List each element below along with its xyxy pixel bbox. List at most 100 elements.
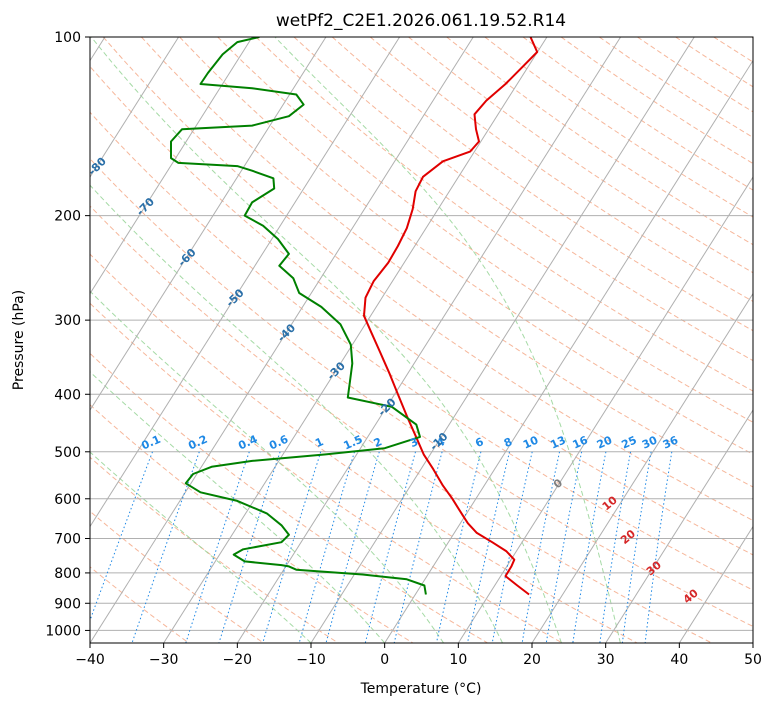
mixing-ratio-label: 25 <box>620 434 639 452</box>
x-tick-label: −40 <box>75 652 105 668</box>
x-tick-label: 20 <box>523 652 541 668</box>
dewpoint-line <box>170 37 427 595</box>
moist-adiabat-line <box>90 184 503 643</box>
mixing-ratio-line <box>131 451 200 643</box>
y-tick-label: 700 <box>54 532 81 548</box>
mixing-ratio-line <box>393 451 443 643</box>
dry-adiabat-line <box>90 352 489 643</box>
mixing-ratio-line <box>298 451 355 643</box>
mixing-ratio-line <box>644 451 673 643</box>
x-axis: −40 −30 −20 −10 0 10 20 30 40 50 <box>75 643 762 668</box>
x-tick-label: −10 <box>296 652 326 668</box>
y-tick-label: 300 <box>54 313 81 329</box>
mixing-ratio-label: 0.1 <box>139 433 162 453</box>
moist-adiabat-line <box>90 37 562 643</box>
y-tick-label: 800 <box>54 566 81 582</box>
isotherm-label: -40 <box>275 321 298 344</box>
y-tick-label: 200 <box>54 209 81 225</box>
y-tick-label: 1000 <box>45 623 81 639</box>
dry-adiabat-line <box>217 37 753 423</box>
moist-adiabat-line <box>274 37 621 643</box>
mixing-ratio-label: 36 <box>661 433 681 451</box>
isotherm-line <box>90 37 327 411</box>
isotherm-label: -20 <box>375 395 398 418</box>
mixing-ratio-label: 20 <box>595 433 615 451</box>
isotherm-label: -60 <box>175 246 198 269</box>
dry-adiabat-line <box>90 253 639 643</box>
dry-adiabat-line <box>90 158 753 627</box>
moist-adiabats <box>90 37 621 643</box>
mixing-ratio-label: 13 <box>548 434 567 452</box>
dry-adiabat-line <box>751 37 753 39</box>
temperature-line <box>363 37 539 596</box>
mixing-ratio-line <box>364 451 416 643</box>
dry-adiabat-line <box>90 456 340 643</box>
isotherm-label: -100 <box>0 59 23 88</box>
pressure-gridlines <box>90 37 753 631</box>
mixing-ratio-line <box>491 451 533 643</box>
dry-adiabat-line <box>255 37 753 392</box>
moist-adiabat-line <box>90 290 445 643</box>
dry-adiabat-line <box>90 566 190 643</box>
isotherm-line <box>90 37 401 528</box>
plot-area: 0.1 0.2 0.4 0.6 1 1.5 2 3 4 6 8 10 13 16 20 25 30 36-100-… <box>0 37 753 643</box>
mixing-ratio-label: 0.4 <box>236 433 259 453</box>
mixing-ratio-label: 1.5 <box>342 433 365 453</box>
dry-adiabats <box>90 37 753 643</box>
isotherm-line <box>605 409 753 643</box>
mixing-ratio-label: 10 <box>521 433 541 451</box>
dry-adiabat-line <box>408 37 753 274</box>
mixing-ratio-label: 0.6 <box>267 433 290 453</box>
y-axis: 100 200 300 400 500 600 700 800 900 1000 <box>45 30 90 639</box>
y-tick-label: 500 <box>54 445 81 461</box>
y-tick-label: 900 <box>54 596 81 612</box>
mixing-ratio-label: 16 <box>571 433 591 451</box>
y-tick-label: 600 <box>54 492 81 508</box>
dry-adiabat-line <box>369 37 753 303</box>
isotherm-line <box>752 642 753 643</box>
mixing-ratio-label: 30 <box>640 433 660 451</box>
isotherms <box>90 37 753 643</box>
adiabat-label: 0 <box>551 476 565 491</box>
dry-adiabat-line <box>293 37 753 362</box>
x-axis-label: Temperature (°C) <box>360 681 482 697</box>
mixing-ratio-line <box>325 451 380 643</box>
dry-adiabat-line <box>675 37 753 88</box>
dry-adiabat-line <box>331 37 753 332</box>
mixing-ratio-line <box>599 451 632 643</box>
mixing-ratio-label: 0.2 <box>186 433 209 453</box>
dry-adiabat-line <box>90 111 753 591</box>
y-tick-label: 100 <box>54 30 81 46</box>
isotherm-line <box>678 525 753 643</box>
dry-adiabat-line <box>179 37 753 455</box>
x-tick-label: 10 <box>449 652 467 668</box>
isotherm-line <box>531 292 753 643</box>
isotherm-line <box>310 37 695 643</box>
mixing-ratio-line <box>545 451 583 643</box>
adiabat-label: 30 <box>644 558 664 578</box>
mixing-ratio-line <box>218 451 281 643</box>
chart-title: wetPf2_C2E1.2026.061.19.52.R14 <box>276 11 566 31</box>
profile-series <box>170 37 539 596</box>
dry-adiabat-line <box>102 37 753 522</box>
isotherm-line <box>236 37 622 643</box>
mixing-ratio-label: 1 <box>313 435 325 450</box>
mixing-ratio-line <box>185 451 250 643</box>
mixing-ratio-label: 8 <box>502 435 514 450</box>
x-tick-label: 0 <box>380 652 389 668</box>
x-tick-label: −30 <box>149 652 179 668</box>
mixing-ratio-line <box>572 451 607 643</box>
isotherm-label: -70 <box>134 195 157 218</box>
isotherm-line <box>384 59 753 643</box>
isotherm-label: -90 <box>45 103 68 126</box>
x-tick-label: 30 <box>597 652 615 668</box>
dry-adiabat-line <box>560 37 753 165</box>
mixing-ratio-line <box>435 451 482 643</box>
isotherm-label: -80 <box>86 155 109 178</box>
isotherm-line <box>90 37 180 179</box>
dry-adiabat-line <box>90 65 753 556</box>
x-tick-label: 40 <box>670 652 688 668</box>
x-tick-label: −20 <box>223 652 253 668</box>
plot-frame <box>89 36 754 644</box>
